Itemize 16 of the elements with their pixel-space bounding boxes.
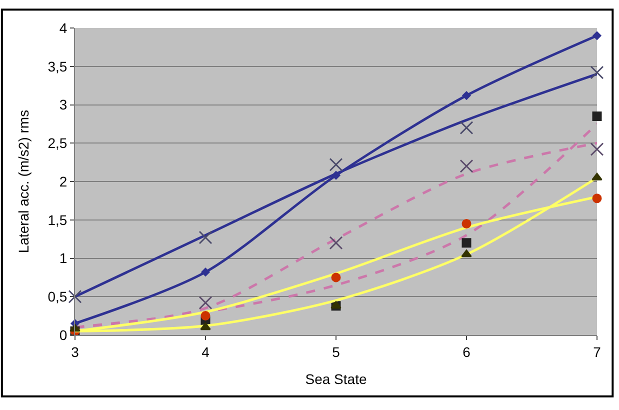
y-tick-label: 2: [59, 173, 68, 190]
x-tick-label: 7: [593, 344, 602, 360]
x-tick-label: 3: [71, 344, 80, 360]
y-tick-label: 3: [59, 96, 68, 113]
y-axis-title: Lateral acc. (m/s2) rms: [15, 110, 32, 254]
y-tick-label: 2,5: [48, 135, 68, 152]
y-tick-label: 0,5: [48, 288, 68, 305]
y-tick-label: 0: [59, 326, 68, 343]
x-tick-label: 5: [332, 344, 340, 360]
y-tick-label: 1,5: [48, 212, 68, 228]
y-tick-label: 1: [59, 250, 68, 266]
x-tick-label: 4: [202, 344, 210, 360]
y-tick-label: 4: [59, 20, 68, 36]
x-tick-label: 6: [462, 344, 471, 360]
y-tick-label: 3,5: [48, 58, 68, 74]
x-axis-title: Sea State: [305, 371, 367, 388]
